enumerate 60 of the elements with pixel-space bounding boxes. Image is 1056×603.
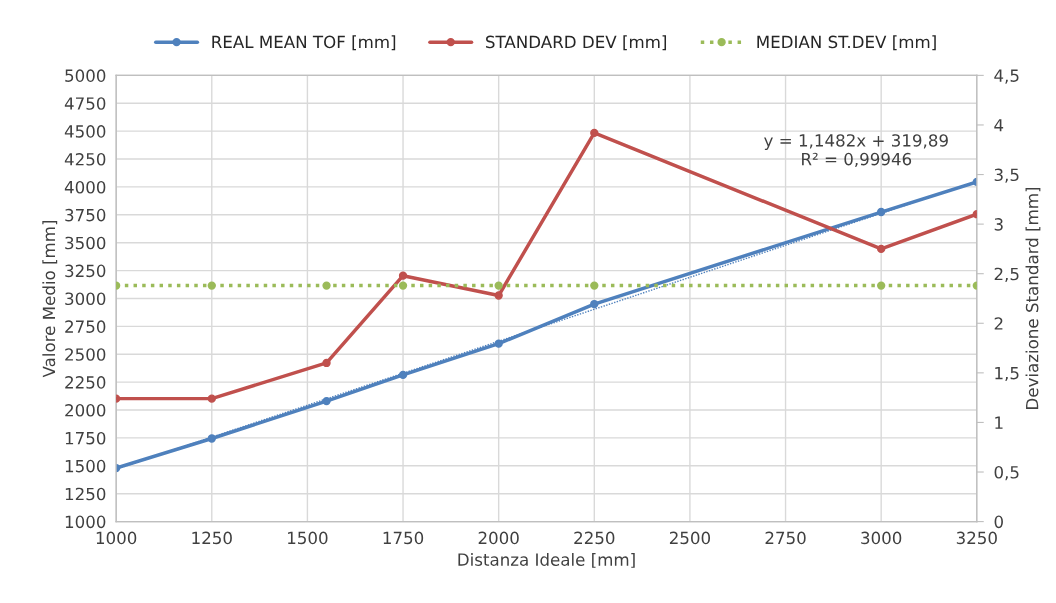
point xyxy=(398,271,408,280)
point xyxy=(877,244,886,254)
point xyxy=(322,358,331,368)
x-tick-label: 2000 xyxy=(478,531,519,545)
point xyxy=(207,281,216,290)
y-tick-label: 2750 xyxy=(65,320,106,333)
y2-tick-label: 3,5 xyxy=(994,168,1019,183)
y2-tick-label: 2 xyxy=(994,317,1003,330)
point xyxy=(494,281,503,290)
point xyxy=(207,394,216,403)
y-tick-label: 2250 xyxy=(65,376,106,389)
legend-label: REAL MEAN TOF [mm] xyxy=(212,35,396,51)
y-tick-label: 3500 xyxy=(65,236,106,250)
y-tick-label: 4250 xyxy=(64,153,106,166)
point xyxy=(877,281,886,290)
y-tick-label: 2500 xyxy=(65,348,106,361)
x-tick-label: 2500 xyxy=(669,531,711,545)
y-tick-label: 1750 xyxy=(65,431,106,445)
y2-tick-label: 1,5 xyxy=(995,367,1019,382)
x-tick-label: 1500 xyxy=(288,531,328,545)
x-tick-label: 1250 xyxy=(192,531,232,545)
point xyxy=(398,281,408,290)
y-tick-label: 1500 xyxy=(65,459,106,473)
point xyxy=(494,291,503,300)
y-tick-label: 1000 xyxy=(65,515,106,529)
y-tick-label: 3250 xyxy=(65,264,106,278)
y2-tick-label: 1 xyxy=(995,416,1003,429)
y-tick-label: 4750 xyxy=(64,97,106,110)
x-tick-label: 2750 xyxy=(765,531,806,545)
point xyxy=(322,281,331,290)
point xyxy=(590,299,599,309)
point xyxy=(207,434,216,443)
y2-tick-label: 0,5 xyxy=(994,465,1019,481)
y2-tick-label: 2,5 xyxy=(994,267,1019,282)
y2-axis-title: Deviazione Standard [mm] xyxy=(1025,187,1041,409)
annotation: y = 1,1482x + 319,89 R² = 0,99946 xyxy=(764,134,948,168)
y-axis-title: Valore Medio [mm] xyxy=(42,220,58,378)
legend-label: STANDARD DEV [mm] xyxy=(486,35,667,51)
y2-tick-label: 4,5 xyxy=(994,69,1019,84)
y2-tick-label: 4 xyxy=(994,119,1004,132)
y-tick-label: 3000 xyxy=(65,292,106,306)
x-tick-label: 2250 xyxy=(574,531,615,545)
y-tick-label: 2000 xyxy=(65,404,106,417)
y2-tick-label: 0 xyxy=(994,515,1003,529)
legend-label: MEDIAN ST.DEV [mm] xyxy=(757,35,936,51)
x-tick-label: 1750 xyxy=(383,531,424,545)
x-tick-label: 3000 xyxy=(861,531,902,545)
y-tick-label: 3750 xyxy=(65,208,106,222)
y2-tick-label: 3 xyxy=(994,218,1003,231)
x-tick-label: 1000 xyxy=(96,531,137,545)
point xyxy=(590,281,599,290)
point xyxy=(494,339,503,348)
y-tick-label: 4500 xyxy=(64,125,106,138)
x-axis-title: Distanza Ideale [mm] xyxy=(458,553,635,568)
point xyxy=(322,396,331,406)
y-tick-label: 5000 xyxy=(65,69,106,82)
point xyxy=(590,128,599,138)
y-tick-label: 4000 xyxy=(64,180,106,194)
y-tick-label: 1250 xyxy=(65,487,106,501)
x-tick-label: 3250 xyxy=(956,531,997,545)
